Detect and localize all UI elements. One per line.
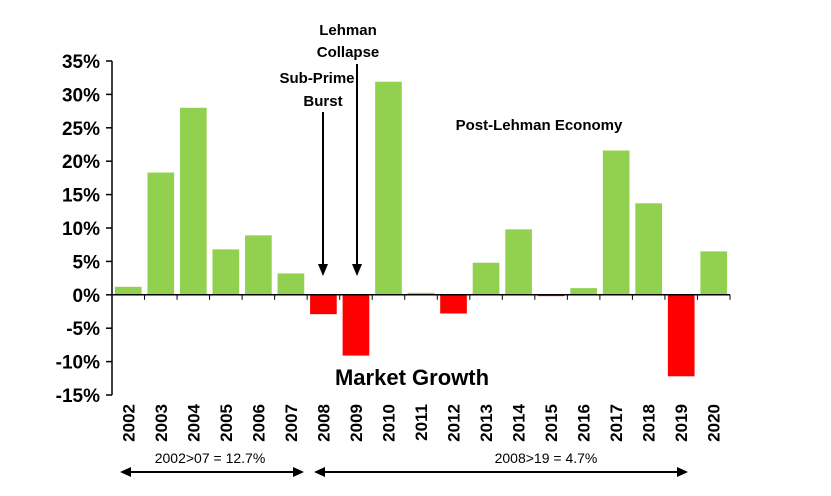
x-tick-label: 2008 xyxy=(314,404,333,442)
bars xyxy=(111,81,731,377)
bar-2009 xyxy=(342,294,370,356)
y-tick-label: -10% xyxy=(56,353,100,374)
y-tick-label: 10% xyxy=(62,219,100,240)
chart-title: Market Growth xyxy=(335,365,489,390)
range-arrow-2008-2019 xyxy=(314,467,688,477)
x-tick-label: 2015 xyxy=(542,404,561,442)
bar-2007 xyxy=(277,273,305,295)
range-arrow-2002-2007 xyxy=(120,467,304,477)
y-tick-label: 0% xyxy=(73,286,101,307)
x-tick-label: 2016 xyxy=(575,404,594,442)
x-tick-label: 2011 xyxy=(412,404,431,441)
bar-2012 xyxy=(440,294,467,314)
bar-2018 xyxy=(635,203,663,295)
lehman-label-line1: Lehman xyxy=(319,22,377,39)
bar-2002 xyxy=(114,286,142,295)
range-label-2002-2007: 2002>07 = 12.7% xyxy=(155,450,266,466)
lehman-arrow xyxy=(352,64,362,276)
bar-2014 xyxy=(505,229,532,295)
x-tick-label: 2003 xyxy=(152,404,171,442)
y-tick-label: 5% xyxy=(73,252,101,273)
y-axis: 35% 30% 25% 20% 15% 10% 5% 0% -5% -10% -15% xyxy=(56,52,113,407)
bar-2013 xyxy=(472,262,500,295)
x-tick-label: 2014 xyxy=(510,403,529,441)
y-tick-label: 25% xyxy=(62,119,100,140)
x-tick-label: 2002 xyxy=(119,404,138,442)
bar-2019 xyxy=(667,294,695,377)
x-tick-label: 2018 xyxy=(640,404,659,442)
bar-2011 xyxy=(407,292,435,295)
x-tick-label: 2007 xyxy=(282,404,301,442)
subprime-label-line1: Sub-Prime xyxy=(279,70,354,87)
lehman-label-line2: Collapse xyxy=(317,44,380,61)
y-tick-label: 20% xyxy=(62,152,100,173)
x-tick-label: 2005 xyxy=(217,404,236,442)
y-tick-label: 15% xyxy=(62,186,100,207)
x-tick-label: 2013 xyxy=(477,404,496,442)
y-tick-label: 30% xyxy=(62,85,100,106)
x-tick-label: 2006 xyxy=(249,404,268,442)
x-tick-label: 2020 xyxy=(705,404,724,442)
bar-2020 xyxy=(700,251,728,295)
bar-2017 xyxy=(602,150,630,295)
bar-2010 xyxy=(375,81,402,295)
y-tick-label: 35% xyxy=(62,52,100,73)
post-lehman-label: Post-Lehman Economy xyxy=(456,117,623,134)
bar-2008 xyxy=(310,294,337,315)
x-axis-labels: 2002 2003 2004 2005 2006 2007 2008 2009 2010 2011… xyxy=(119,403,723,441)
x-tick-label: 2012 xyxy=(445,404,464,442)
x-tick-label: 2009 xyxy=(347,404,366,442)
y-tick-label: -15% xyxy=(56,386,100,407)
x-tick-label: 2004 xyxy=(184,403,203,441)
x-tick-label: 2010 xyxy=(379,404,398,442)
subprime-label-line2: Burst xyxy=(303,93,342,110)
bar-2004 xyxy=(179,107,207,295)
y-tick-label: -5% xyxy=(66,319,100,340)
subprime-arrow xyxy=(318,112,328,276)
bar-2006 xyxy=(245,235,272,295)
bar-2016 xyxy=(570,288,597,295)
bar-2005 xyxy=(212,249,240,295)
range-label-2008-2019: 2008>19 = 4.7% xyxy=(495,450,598,466)
bar-2003 xyxy=(147,172,175,295)
x-tick-label: 2019 xyxy=(672,404,691,442)
x-tick-label: 2017 xyxy=(607,404,626,442)
